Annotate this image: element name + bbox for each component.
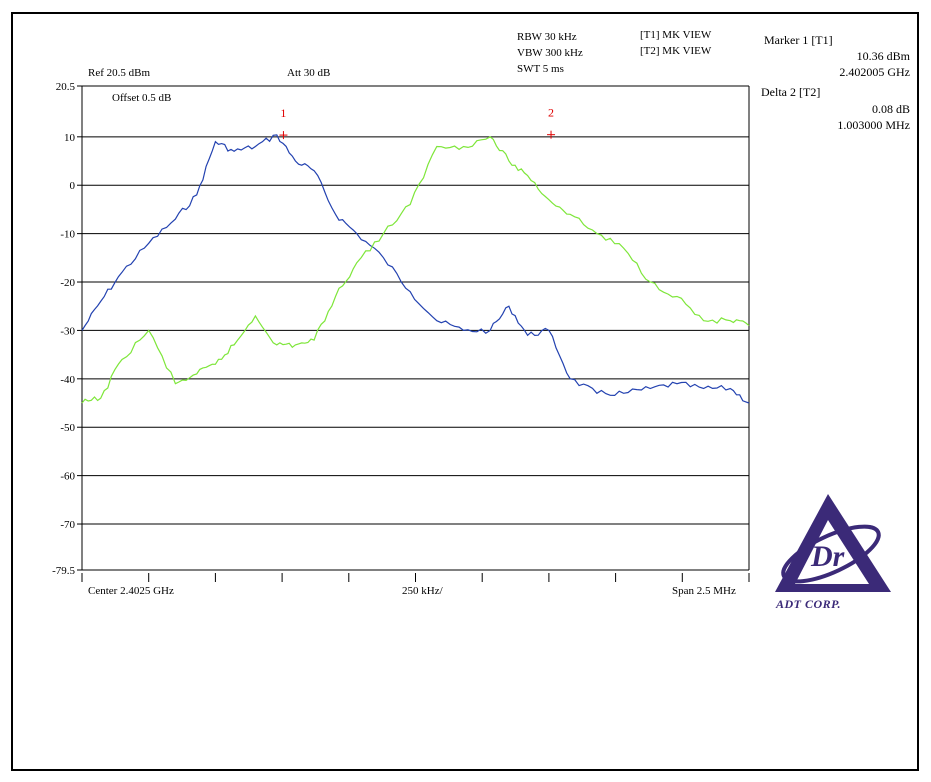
- adt-corp-logo: Dr: [775, 494, 891, 592]
- y-tick-label: -79.5: [52, 565, 75, 577]
- division-label: 250 kHz/: [402, 585, 443, 597]
- chart-frame: [11, 12, 919, 771]
- offset-label: Offset 0.5 dB: [112, 92, 172, 104]
- delta2-frequency: 1.003000 MHz: [837, 118, 910, 132]
- marker1-frequency: 2.402005 GHz: [839, 65, 910, 79]
- ref-level-label: Ref 20.5 dBm: [88, 67, 151, 79]
- y-tick-label: -40: [60, 374, 75, 386]
- svg-text:Dr: Dr: [810, 540, 845, 573]
- rbw-label: RBW 30 kHz: [517, 31, 577, 43]
- marker1-title: Marker 1 [T1]: [764, 33, 833, 47]
- trace-2-line: [81, 136, 750, 404]
- trace1-mode-label: [T1] MK VIEW: [640, 29, 712, 41]
- logo-text: ADT CORP.: [776, 597, 841, 611]
- trace-1-line: [81, 134, 750, 404]
- marker-2-label: 2: [548, 106, 554, 120]
- span-label: Span 2.5 MHz: [672, 585, 736, 597]
- y-tick-label: -30: [60, 325, 75, 337]
- marker-1-label: 1: [280, 106, 286, 120]
- swt-label: SWT 5 ms: [517, 63, 564, 75]
- marker1-level: 10.36 dBm: [856, 49, 910, 63]
- delta2-title: Delta 2 [T2]: [761, 85, 821, 99]
- center-frequency-label: Center 2.4025 GHz: [88, 585, 174, 597]
- y-tick-label: -10: [60, 229, 75, 241]
- y-tick-label: -60: [60, 471, 75, 483]
- y-tick-label: 10: [64, 132, 76, 144]
- y-tick-label: -70: [60, 519, 75, 531]
- y-tick-label: -50: [60, 422, 75, 434]
- y-tick-label: 0: [70, 180, 76, 192]
- y-tick-label: -20: [60, 277, 75, 289]
- trace2-mode-label: [T2] MK VIEW: [640, 45, 712, 57]
- vbw-label: VBW 300 kHz: [517, 47, 583, 59]
- y-tick-label: 20.5: [56, 81, 76, 93]
- attenuation-label: Att 30 dB: [287, 67, 331, 79]
- delta2-level: 0.08 dB: [871, 102, 910, 116]
